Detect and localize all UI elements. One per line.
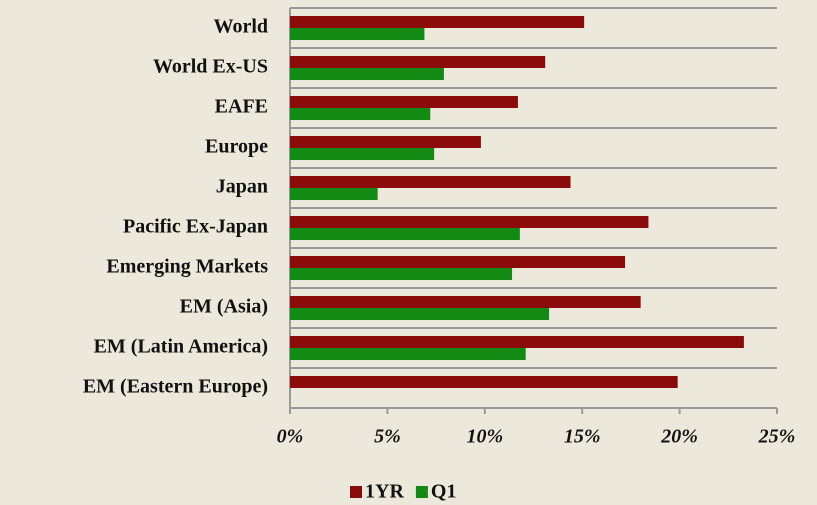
bar xyxy=(290,68,444,80)
x-tick-label: 10% xyxy=(466,426,503,448)
bar xyxy=(290,28,425,40)
y-tick-label: Europe xyxy=(205,136,268,158)
bar xyxy=(290,108,431,120)
bar xyxy=(290,256,626,268)
y-tick-label: EAFE xyxy=(215,96,268,118)
bar xyxy=(290,268,513,280)
y-tick-label: World Ex-US xyxy=(153,56,268,78)
legend-swatch xyxy=(415,486,428,498)
y-tick-label: Emerging Markets xyxy=(106,256,268,278)
bar xyxy=(290,336,744,348)
x-tick-label: 5% xyxy=(374,426,401,448)
x-tick-label: 20% xyxy=(660,426,698,448)
bar xyxy=(290,56,546,68)
bar xyxy=(290,176,571,188)
legend-swatch xyxy=(350,486,362,498)
y-tick-label: Japan xyxy=(216,176,268,198)
bar xyxy=(290,96,518,108)
bar xyxy=(290,308,550,320)
bar xyxy=(290,136,481,148)
y-tick-label: EM (Latin America) xyxy=(94,336,268,358)
x-tick-label: 0% xyxy=(277,426,304,448)
x-tick-label: 15% xyxy=(564,426,601,448)
x-tick-label: 25% xyxy=(758,426,796,448)
legend-label: Q1 xyxy=(431,481,457,503)
y-tick-label: World xyxy=(214,16,268,38)
bar xyxy=(290,16,585,28)
bar xyxy=(290,188,378,200)
y-tick-label: EM (Eastern Europe) xyxy=(83,376,268,398)
y-tick-label: Pacific Ex-Japan xyxy=(123,216,268,238)
bar xyxy=(290,216,649,228)
bar xyxy=(290,148,435,160)
legend-label: 1YR xyxy=(365,481,404,503)
y-tick-label: EM (Asia) xyxy=(180,296,268,318)
bar xyxy=(290,296,641,308)
bar xyxy=(290,228,520,240)
bar xyxy=(290,348,526,360)
bar xyxy=(290,376,678,388)
